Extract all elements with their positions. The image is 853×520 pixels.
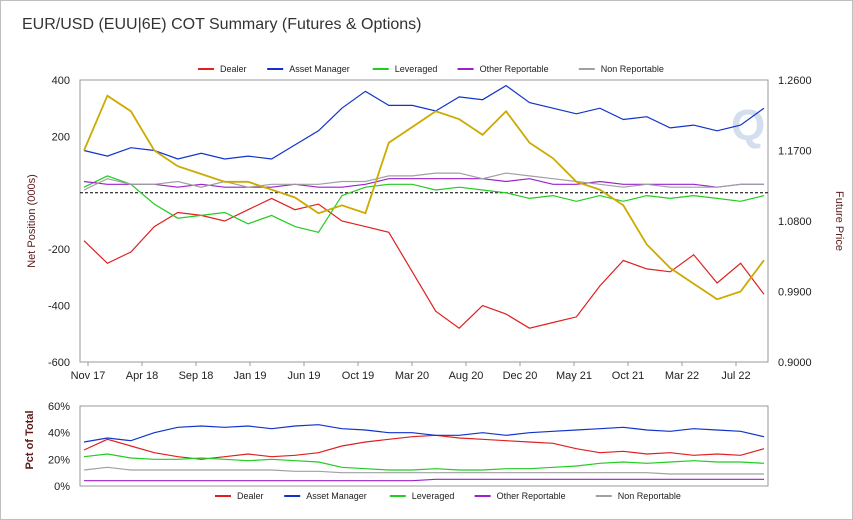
legend-label-leveraged: Leveraged — [412, 491, 455, 501]
x-tick-label: Nov 17 — [71, 370, 106, 382]
y2-tick-label: 1.2600 — [778, 75, 812, 87]
legend-label-other-reportable: Other Reportable — [480, 64, 549, 74]
pct-tick-label: 20% — [48, 454, 70, 466]
x-tick-label: Apr 18 — [126, 370, 158, 382]
x-tick-label: Sep 18 — [179, 370, 214, 382]
pct-axis-title: Pct of Total — [24, 410, 36, 469]
x-tick-label: Dec 20 — [503, 370, 538, 382]
chart-title: EUR/USD (EUU|6E) COT Summary (Futures & … — [22, 16, 422, 33]
y2-tick-label: 1.0800 — [778, 216, 812, 228]
y2-axis-title: Future Price — [833, 191, 845, 251]
pct-tick-label: 40% — [48, 428, 70, 440]
pct-tick-label: 0% — [54, 481, 70, 493]
bottom-chart-layer: 60% 40% 20% 0% Dealer Asset Manager Leveraged O… — [48, 401, 765, 501]
y-tick-label: -400 — [48, 301, 70, 313]
legend-label-dealer: Dealer — [237, 491, 264, 501]
series-line-asset-manager — [83, 84, 765, 160]
y-tick-label: -200 — [48, 244, 70, 256]
legend-label-non-reportable: Non Reportable — [618, 491, 681, 501]
series-line-dealer — [83, 197, 765, 329]
x-tick-label: Jan 19 — [233, 370, 266, 382]
pct-line-leveraged — [83, 453, 765, 471]
x-tick-label: Oct 19 — [342, 370, 374, 382]
pct-line-asset-manager — [83, 424, 765, 443]
y-axis-title: Net Position (000s) — [26, 174, 38, 268]
x-tick-label: Jul 22 — [721, 370, 750, 382]
pct-line-dealer — [83, 434, 765, 460]
x-tick-label: Oct 21 — [612, 370, 644, 382]
pct-line-other-reportable — [84, 478, 764, 482]
legend-label-asset-manager: Asset Manager — [289, 64, 350, 74]
legend-label-non-reportable: Non Reportable — [601, 64, 664, 74]
x-tick-label: May 21 — [556, 370, 592, 382]
y2-tick-label: 0.9900 — [778, 287, 812, 299]
legend-label-other-reportable: Other Reportable — [497, 491, 566, 501]
x-tick-label: Aug 20 — [449, 370, 484, 382]
legend-label-asset-manager: Asset Manager — [306, 491, 367, 501]
watermark-logo: Q — [731, 101, 765, 150]
pct-tick-label: 60% — [48, 401, 70, 413]
y2-tick-label: 1.1700 — [778, 146, 812, 158]
y-tick-label: -600 — [48, 357, 70, 369]
y2-tick-label: 0.9000 — [778, 357, 812, 369]
x-tick-label: Mar 22 — [665, 370, 699, 382]
price-line — [83, 94, 765, 301]
x-tick-label: Jun 19 — [287, 370, 320, 382]
y-tick-label: 200 — [52, 131, 70, 143]
pct-line-non-reportable — [83, 466, 764, 475]
x-tick-label: Mar 20 — [395, 370, 429, 382]
series-line-non-reportable — [83, 172, 764, 191]
top-chart-layer: 400 200 -200 -400 -600 1.2600 1.1700 1.0800 0.99… — [48, 64, 812, 382]
legend-label-dealer: Dealer — [220, 64, 247, 74]
legend-label-leveraged: Leveraged — [395, 64, 438, 74]
y-tick-label: 400 — [52, 75, 70, 87]
top-plot-area — [79, 79, 769, 363]
series-line-leveraged — [83, 175, 765, 233]
